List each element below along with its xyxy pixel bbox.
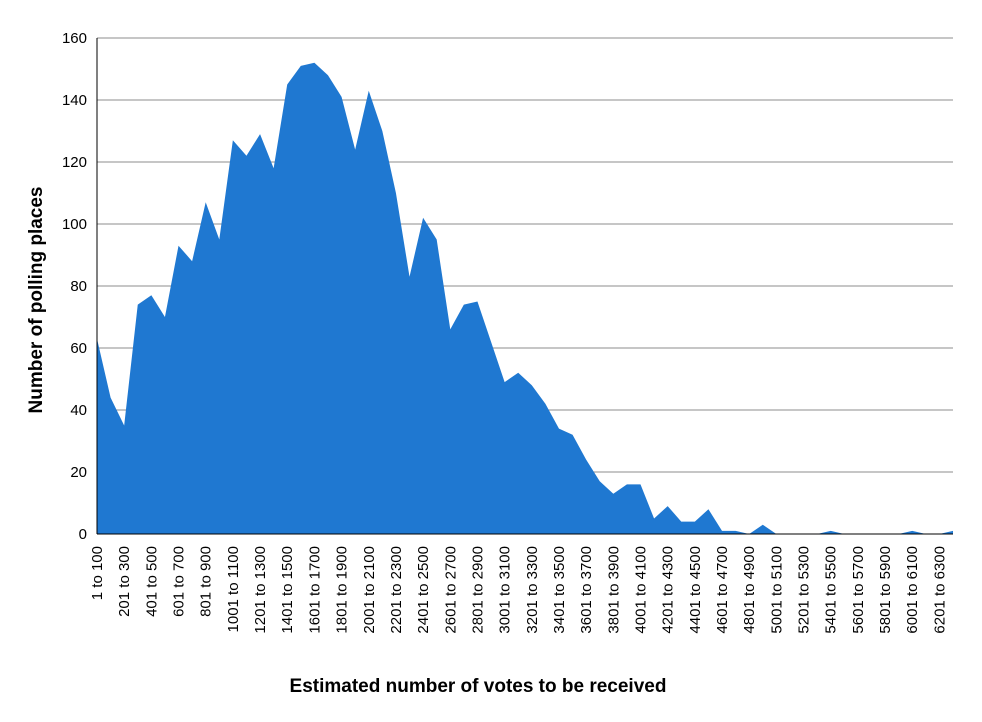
x-tick-label: 601 to 700 — [171, 546, 188, 617]
x-tick-label: 1401 to 1500 — [279, 546, 296, 634]
x-tick-label: 1801 to 1900 — [334, 546, 351, 634]
x-tick-label: 4001 to 4100 — [632, 546, 649, 634]
x-tick-label: 1 to 100 — [89, 546, 106, 600]
y-tick-label: 80 — [70, 278, 87, 295]
x-axis-title: Estimated number of votes to be received — [290, 676, 667, 697]
x-tick-label: 3201 to 3300 — [524, 546, 541, 634]
y-tick-label: 0 — [79, 526, 87, 543]
x-tick-label: 1201 to 1300 — [252, 546, 269, 634]
x-tick-label: 201 to 300 — [116, 546, 133, 617]
x-tick-label: 1001 to 1100 — [225, 546, 242, 632]
x-tick-label: 6201 to 6300 — [931, 546, 948, 634]
x-tick-label: 2401 to 2500 — [415, 546, 432, 634]
x-tick-label: 5401 to 5500 — [823, 546, 840, 634]
x-tick-label: 2801 to 2900 — [469, 546, 486, 634]
x-tick-label: 5201 to 5300 — [796, 546, 813, 634]
x-tick-label: 3601 to 3700 — [578, 546, 595, 634]
x-tick-label: 401 to 500 — [143, 546, 160, 617]
x-tick-label: 6001 to 6100 — [904, 546, 921, 634]
y-tick-labels: 0 20 40 60 80 100 120 140 160 — [62, 30, 87, 543]
x-tick-label: 4201 to 4300 — [660, 546, 677, 634]
y-axis-title: Number of polling places — [26, 187, 47, 414]
area-series — [97, 62, 953, 535]
x-tick-label: 4801 to 4900 — [741, 546, 758, 634]
x-tick-labels: 1 to 100 201 to 300 401 to 500 601 to 700 80… — [89, 546, 948, 634]
x-tick-label: 3801 to 3900 — [605, 546, 622, 634]
x-tick-label: 3001 to 3100 — [497, 546, 514, 634]
y-tick-label: 100 — [62, 216, 87, 233]
x-tick-label: 3401 to 3500 — [551, 546, 568, 634]
y-tick-label: 140 — [62, 92, 87, 109]
y-tick-label: 20 — [70, 464, 87, 481]
y-tick-label: 40 — [70, 402, 87, 419]
x-tick-label: 5601 to 5700 — [850, 546, 867, 634]
x-tick-label: 5001 to 5100 — [768, 546, 785, 634]
x-tick-label: 4401 to 4500 — [687, 546, 704, 634]
x-tick-label: 2601 to 2700 — [442, 546, 459, 634]
x-tick-label: 4601 to 4700 — [714, 546, 731, 634]
x-tick-label: 801 to 900 — [198, 546, 215, 617]
x-tick-label: 2201 to 2300 — [388, 546, 405, 634]
x-tick-label: 2001 to 2100 — [361, 546, 378, 634]
x-tick-label: 5801 to 5900 — [877, 546, 894, 634]
y-tick-label: 120 — [62, 154, 87, 171]
y-tick-label: 60 — [70, 340, 87, 357]
x-tick-label: 1601 to 1700 — [306, 546, 323, 634]
y-tick-label: 160 — [62, 30, 87, 47]
